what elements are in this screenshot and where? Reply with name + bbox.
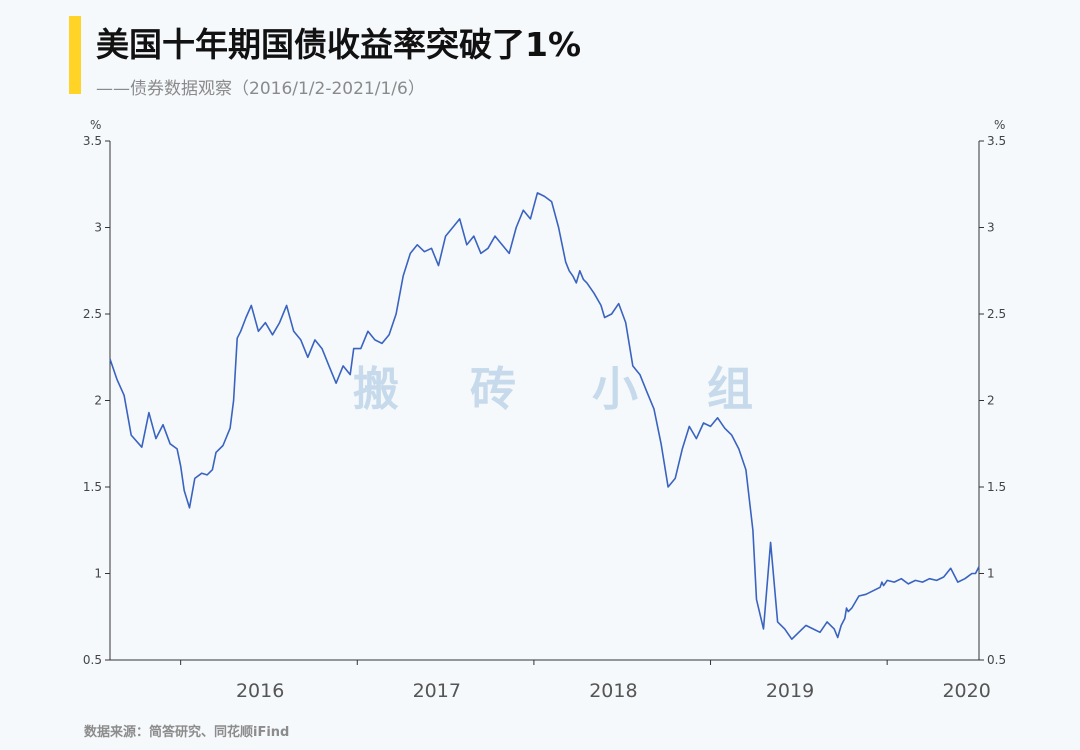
y-tick-label-left: 2.5 xyxy=(83,307,102,321)
y-tick-label-right: 1.5 xyxy=(987,480,1006,494)
y-unit-left: % xyxy=(90,118,101,132)
y-tick-label-right: 2 xyxy=(987,394,995,408)
series-line xyxy=(109,192,980,640)
watermark: 搬砖小组 xyxy=(353,362,753,416)
y-tick-label-right: 3 xyxy=(987,221,995,235)
y-tick-label-right: 2.5 xyxy=(987,307,1006,321)
x-tick-label: 2017 xyxy=(413,680,461,702)
data-source-note: 数据来源：简答研究、同花顺iFind xyxy=(84,725,290,740)
watermark-char: 砖 xyxy=(470,362,516,416)
x-tick-label: 2019 xyxy=(766,680,814,702)
series-group xyxy=(109,192,980,640)
y-tick-label-right: 0.5 xyxy=(987,653,1006,667)
watermark-char: 搬 xyxy=(353,362,399,416)
chart-subtitle: ——债券数据观察（2016/1/2-2021/1/6） xyxy=(96,79,425,99)
x-tick-label: 2018 xyxy=(589,680,637,702)
y-tick-label-left: 1 xyxy=(94,567,102,581)
watermark-char: 小 xyxy=(592,362,638,416)
y-tick-label-left: 2 xyxy=(94,394,102,408)
y-tick-label-right: 1 xyxy=(987,567,995,581)
chart-title: 美国十年期国债收益率突破了1% xyxy=(96,25,582,64)
x-tick-label: 2016 xyxy=(236,680,284,702)
y-tick-label-left: 3 xyxy=(94,221,102,235)
watermark-char: 组 xyxy=(707,362,753,416)
axes: % % 0.5 0.5 1 1 1.5 1.5 2 2 2.5 2.5 3 3 3.5 3.5 2016 2017… xyxy=(83,118,1006,702)
y-tick-label-left: 0.5 xyxy=(83,653,102,667)
y-tick-label-left: 1.5 xyxy=(83,480,102,494)
y-tick-label-left: 3.5 xyxy=(83,134,102,148)
y-unit-right: % xyxy=(994,118,1005,132)
x-tick-label: 2020 xyxy=(942,680,990,702)
y-tick-label-right: 3.5 xyxy=(987,134,1006,148)
title-accent-bar xyxy=(69,16,81,94)
